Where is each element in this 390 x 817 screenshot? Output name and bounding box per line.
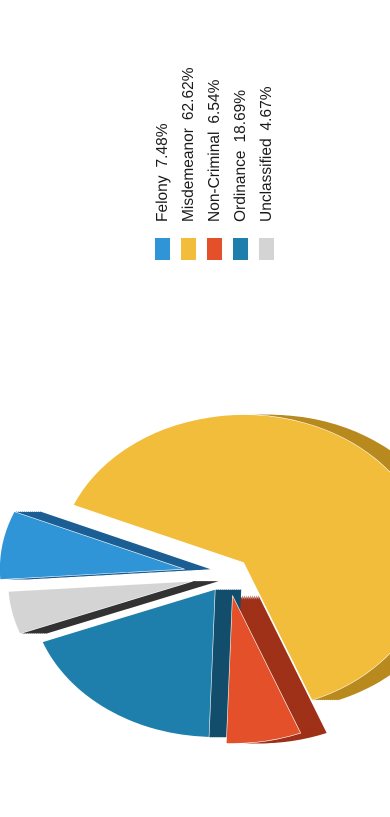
legend-swatch-misdemeanor: [181, 238, 196, 260]
legend-swatch-non-criminal: [207, 238, 222, 260]
pie-slice-unclassified: [7, 580, 193, 635]
pie-slice-ordinance: [41, 588, 216, 738]
legend-label-non-criminal: Non-Criminal6.54%: [206, 79, 223, 222]
legend-label-misdemeanor: Misdemeanor62.62%: [180, 67, 197, 222]
legend-label-ordinance: Ordinance18.69%: [232, 90, 249, 222]
legend: Felony7.48% Misdemeanor62.62% Non-Criminal…: [154, 67, 275, 260]
legend-swatch-ordinance: [233, 238, 248, 260]
pie-group: [0, 414, 390, 744]
legend-swatch-unclassified: [259, 238, 274, 260]
pie-slice-felony: [0, 511, 185, 580]
legend-label-felony: Felony7.48%: [154, 123, 171, 222]
pie-slice-misdemeanor: [72, 414, 390, 701]
legend-swatch-felony: [155, 238, 170, 260]
legend-label-unclassified: Unclassified4.67%: [258, 86, 275, 222]
pie-slice-non-criminal: [225, 595, 302, 744]
